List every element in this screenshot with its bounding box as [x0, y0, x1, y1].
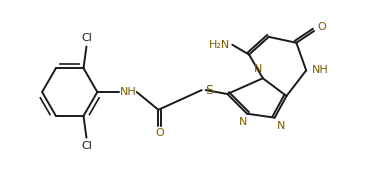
Text: S: S [205, 84, 213, 97]
Text: N: N [254, 64, 262, 74]
Text: O: O [317, 22, 326, 32]
Text: Cl: Cl [81, 142, 92, 151]
Text: NH: NH [120, 87, 136, 97]
Text: N: N [239, 117, 247, 127]
Text: O: O [155, 128, 164, 139]
Text: Cl: Cl [81, 33, 92, 43]
Text: N: N [276, 120, 285, 131]
Text: NH: NH [312, 65, 328, 75]
Text: H₂N: H₂N [209, 40, 230, 50]
